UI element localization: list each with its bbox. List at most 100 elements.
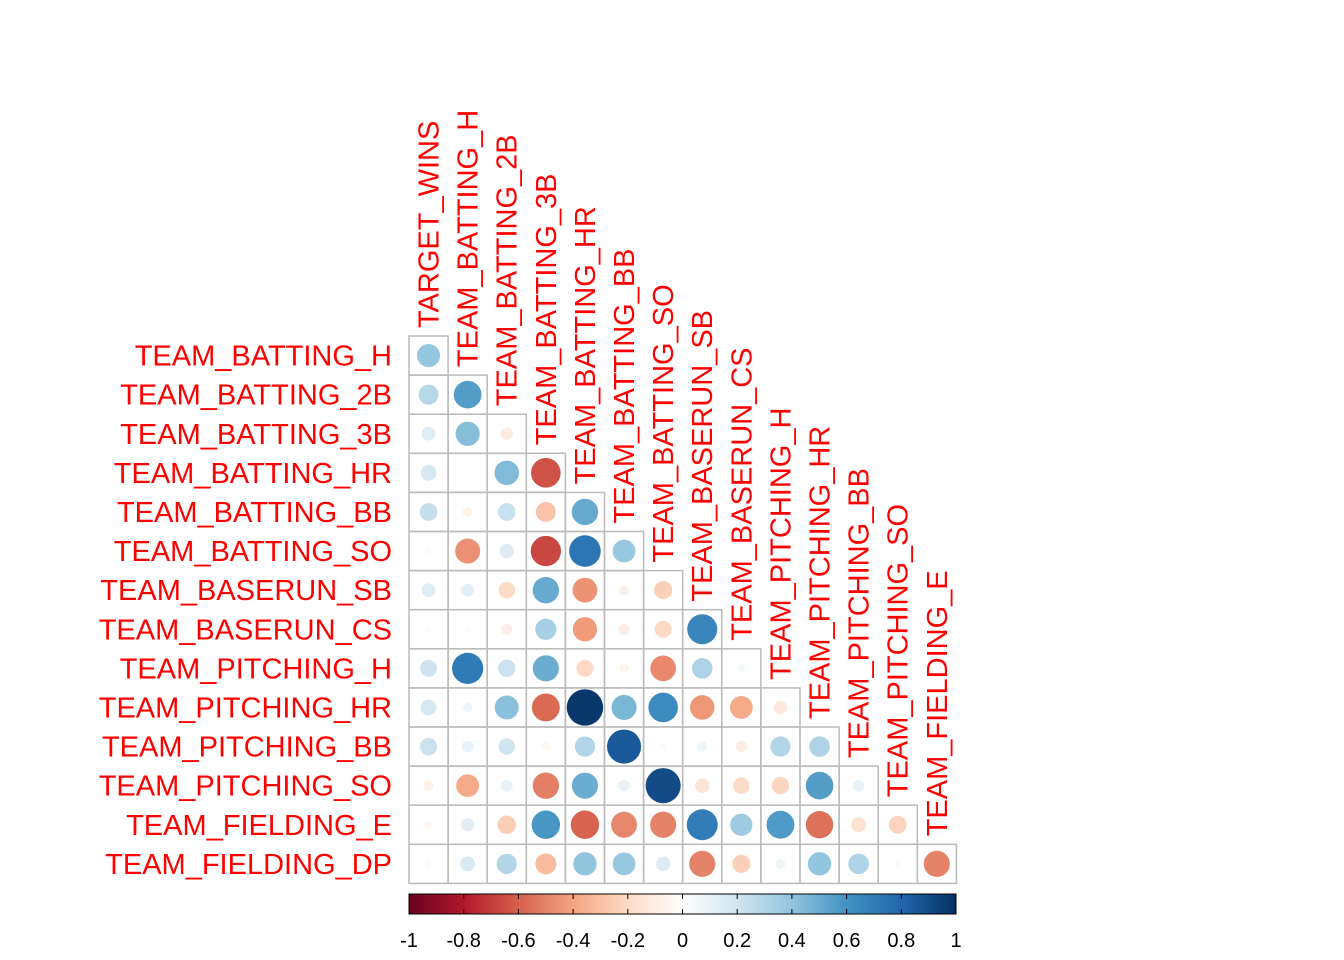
- correlation-dot: [572, 617, 598, 642]
- column-label: TEAM_BASERUN_CS: [726, 347, 758, 640]
- correlation-dot: [494, 695, 519, 720]
- grid-layer: [408, 335, 958, 885]
- column-label: TEAM_BATTING_3B: [531, 173, 563, 445]
- column-label: TEAM_PITCHING_H: [765, 408, 797, 680]
- correlation-dot: [420, 465, 437, 481]
- correlation-dot: [452, 652, 484, 684]
- column-labels: TARGET_WINS TEAM_BATTING_H TEAM_BATTING_2B…: [414, 110, 954, 836]
- correlation-dot: [417, 344, 441, 368]
- correlation-dot: [618, 779, 630, 792]
- correlation-dot: [805, 771, 834, 800]
- correlation-dot: [500, 427, 513, 440]
- correlation-dot: [456, 774, 480, 798]
- correlation-dot: [455, 421, 480, 446]
- correlation-dot: [848, 853, 869, 875]
- column-label: TEAM_BATTING_HR: [570, 206, 602, 484]
- correlation-dot: [419, 503, 438, 521]
- correlation-dot: [500, 779, 513, 792]
- colorbar-tick-label: -0.6: [501, 930, 535, 952]
- correlation-dot: [453, 380, 482, 409]
- correlation-dot: [807, 852, 832, 876]
- correlation-dot: [424, 860, 433, 868]
- correlation-dot: [576, 659, 594, 677]
- row-label: TEAM_FIELDING_E: [126, 810, 392, 842]
- correlation-dot: [606, 729, 642, 764]
- column-label: TEAM_BATTING_SO: [648, 284, 680, 562]
- column-label: TARGET_WINS: [414, 121, 446, 328]
- correlation-dot: [424, 820, 433, 829]
- correlation-dot: [497, 815, 516, 834]
- row-label: TEAM_BASERUN_CS: [99, 614, 392, 646]
- row-label: TEAM_PITCHING_BB: [102, 732, 392, 764]
- correlation-dot: [686, 809, 718, 841]
- row-label: TEAM_BATTING_SO: [114, 536, 392, 568]
- correlation-dot: [735, 740, 748, 753]
- correlation-dot: [566, 689, 604, 726]
- correlation-dot: [618, 584, 630, 596]
- correlation-dot: [461, 583, 475, 597]
- grid-cell: [916, 843, 958, 885]
- column-label: TEAM_PITCHING_BB: [844, 468, 876, 758]
- correlation-dot: [498, 738, 516, 755]
- correlation-dot: [498, 659, 516, 678]
- row-label: TEAM_PITCHING_HR: [99, 692, 392, 724]
- row-label: TEAM_BATTING_2B: [120, 380, 392, 412]
- correlation-dot: [572, 577, 598, 603]
- correlation-dot: [569, 535, 601, 567]
- correlation-dot: [737, 664, 746, 673]
- correlation-dot: [535, 501, 556, 522]
- correlation-dot: [571, 772, 599, 799]
- correlation-dot: [497, 503, 516, 521]
- correlation-dot: [535, 618, 557, 640]
- correlation-dot: [766, 810, 795, 839]
- column-label: TEAM_BATTING_2B: [492, 134, 524, 406]
- correlation-dot: [419, 737, 438, 756]
- row-label: TEAM_BATTING_H: [135, 341, 392, 373]
- correlation-dot: [420, 659, 438, 677]
- row-label: TEAM_BASERUN_SB: [100, 575, 392, 607]
- correlation-dot: [570, 810, 600, 839]
- correlation-dot: [689, 850, 716, 877]
- correlation-dot: [498, 581, 516, 599]
- colorbar-tick-label: 0: [677, 930, 688, 952]
- correlation-dot: [461, 740, 474, 753]
- column-label: TEAM_PITCHING_SO: [883, 504, 915, 797]
- column-label: TEAM_PITCHING_HR: [805, 426, 837, 719]
- correlation-dot: [530, 535, 561, 567]
- colorbar-tick-label: -0.4: [556, 930, 590, 952]
- correlation-dot: [654, 581, 673, 600]
- row-label: TEAM_BATTING_3B: [120, 419, 392, 451]
- correlation-dot: [574, 736, 596, 757]
- colorbar-gradient: [409, 894, 956, 914]
- correlation-dot: [923, 850, 950, 877]
- colorbar-tick-label: -0.2: [611, 930, 645, 952]
- correlation-dot: [730, 813, 753, 836]
- column-label: TEAM_BASERUN_SB: [687, 310, 719, 602]
- correlation-dot: [425, 626, 432, 632]
- row-label: TEAM_BATTING_BB: [117, 497, 392, 529]
- correlation-dot: [611, 694, 637, 720]
- correlation-dot: [650, 655, 676, 682]
- correlation-dot: [888, 815, 907, 834]
- correlation-dot: [532, 772, 560, 799]
- correlation-dot: [501, 623, 513, 635]
- correlation-dot: [733, 777, 750, 794]
- correlation-dot: [650, 811, 677, 838]
- correlation-dot: [689, 695, 715, 720]
- correlation-dot: [455, 538, 481, 564]
- correlation-dot: [770, 736, 791, 757]
- grid-cell: [447, 452, 488, 494]
- correlation-dot: [418, 384, 439, 405]
- correlation-dot: [612, 539, 636, 563]
- correlation-dot: [571, 498, 599, 526]
- correlation-dot: [573, 852, 597, 876]
- correlation-dot: [541, 742, 550, 751]
- correlation-dot: [420, 699, 437, 716]
- colorbar-tick-label: -1: [400, 930, 418, 952]
- colorbar-tick-label: 0.2: [723, 930, 751, 952]
- correlation-dot: [645, 768, 681, 804]
- colorbar: -1 -0.8 -0.6 -0.4 -0.2 0 0.2 0.4 0.6 0.8 1: [400, 893, 962, 952]
- correlation-dot: [771, 776, 790, 795]
- correlation-dot: [531, 810, 561, 839]
